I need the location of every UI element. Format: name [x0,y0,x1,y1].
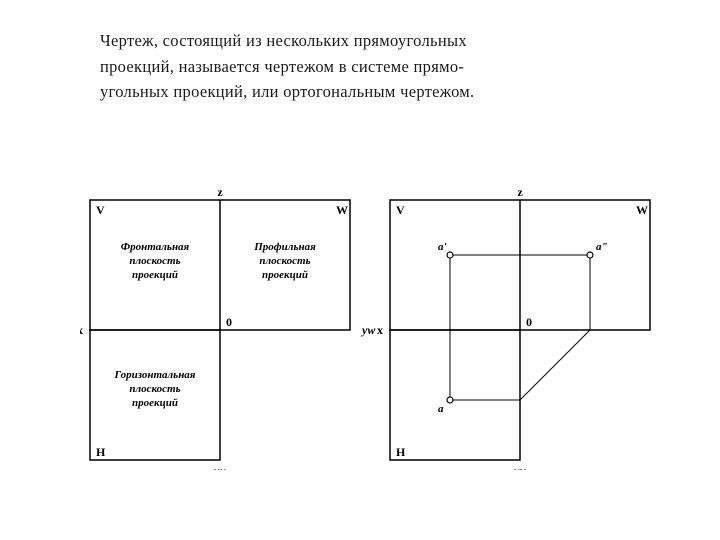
origin-label-r: 0 [526,315,532,329]
origin-label: 0 [226,315,232,329]
projection-diagrams-svg: z x yw yн 0 V W H Фронтальная плоскость … [80,190,660,470]
point-a [447,397,453,403]
label-a-prime: a' [438,241,447,253]
axis-x-label: x [80,323,83,337]
h-plane-frame-r [390,330,520,460]
axis-x-label-r: x [377,323,383,337]
corner-w-label-r: W [636,203,648,217]
axis-z-label: z [217,190,223,199]
caption-text: Чертеж, состоящий из нескольких прямоуго… [100,28,640,105]
corner-h-label-r: H [396,445,406,459]
caption-line: угольных проекций, или ортогональным чер… [100,82,474,101]
right-diagram: z x yw yн 0 V W H a' a" a [377,190,660,470]
corner-h-label: H [96,445,106,459]
profile-plane-l2: плоскость [259,255,310,267]
diagram-container: z x yw yн 0 V W H Фронтальная плоскость … [80,190,660,470]
caption-line: проекций, называется чертежом в системе … [100,57,464,76]
horiz-plane-l2: плоскость [129,383,180,395]
point-a-prime [447,252,453,258]
axis-z-label-r: z [517,190,523,199]
left-diagram: z x yw yн 0 V W H Фронтальная плоскость … [80,190,376,470]
profile-plane-l3: проекций [262,269,308,281]
horiz-plane-l3: проекций [132,397,178,409]
horiz-plane-l1: Горизонтальная [114,369,196,381]
fold-line-45 [520,330,590,400]
caption-line: Чертеж, состоящий из нескольких прямоуго… [100,31,467,50]
corner-w-label: W [336,203,348,217]
corner-v-label-r: V [396,203,405,217]
corner-v-label: V [96,203,105,217]
point-a-dprime [587,252,593,258]
axis-yh-label-r: yн [512,464,526,470]
frontal-plane-l2: плоскость [129,255,180,267]
frontal-plane-l3: проекций [132,269,178,281]
h-plane-frame [90,330,220,460]
profile-plane-l1: Профильная [253,241,316,253]
label-a-dprime: a" [596,241,608,253]
frontal-plane-l1: Фронтальная [121,241,190,253]
axis-yh-label: yн [212,464,226,470]
label-a: a [438,403,444,415]
axis-yw-label: yw [360,323,376,337]
